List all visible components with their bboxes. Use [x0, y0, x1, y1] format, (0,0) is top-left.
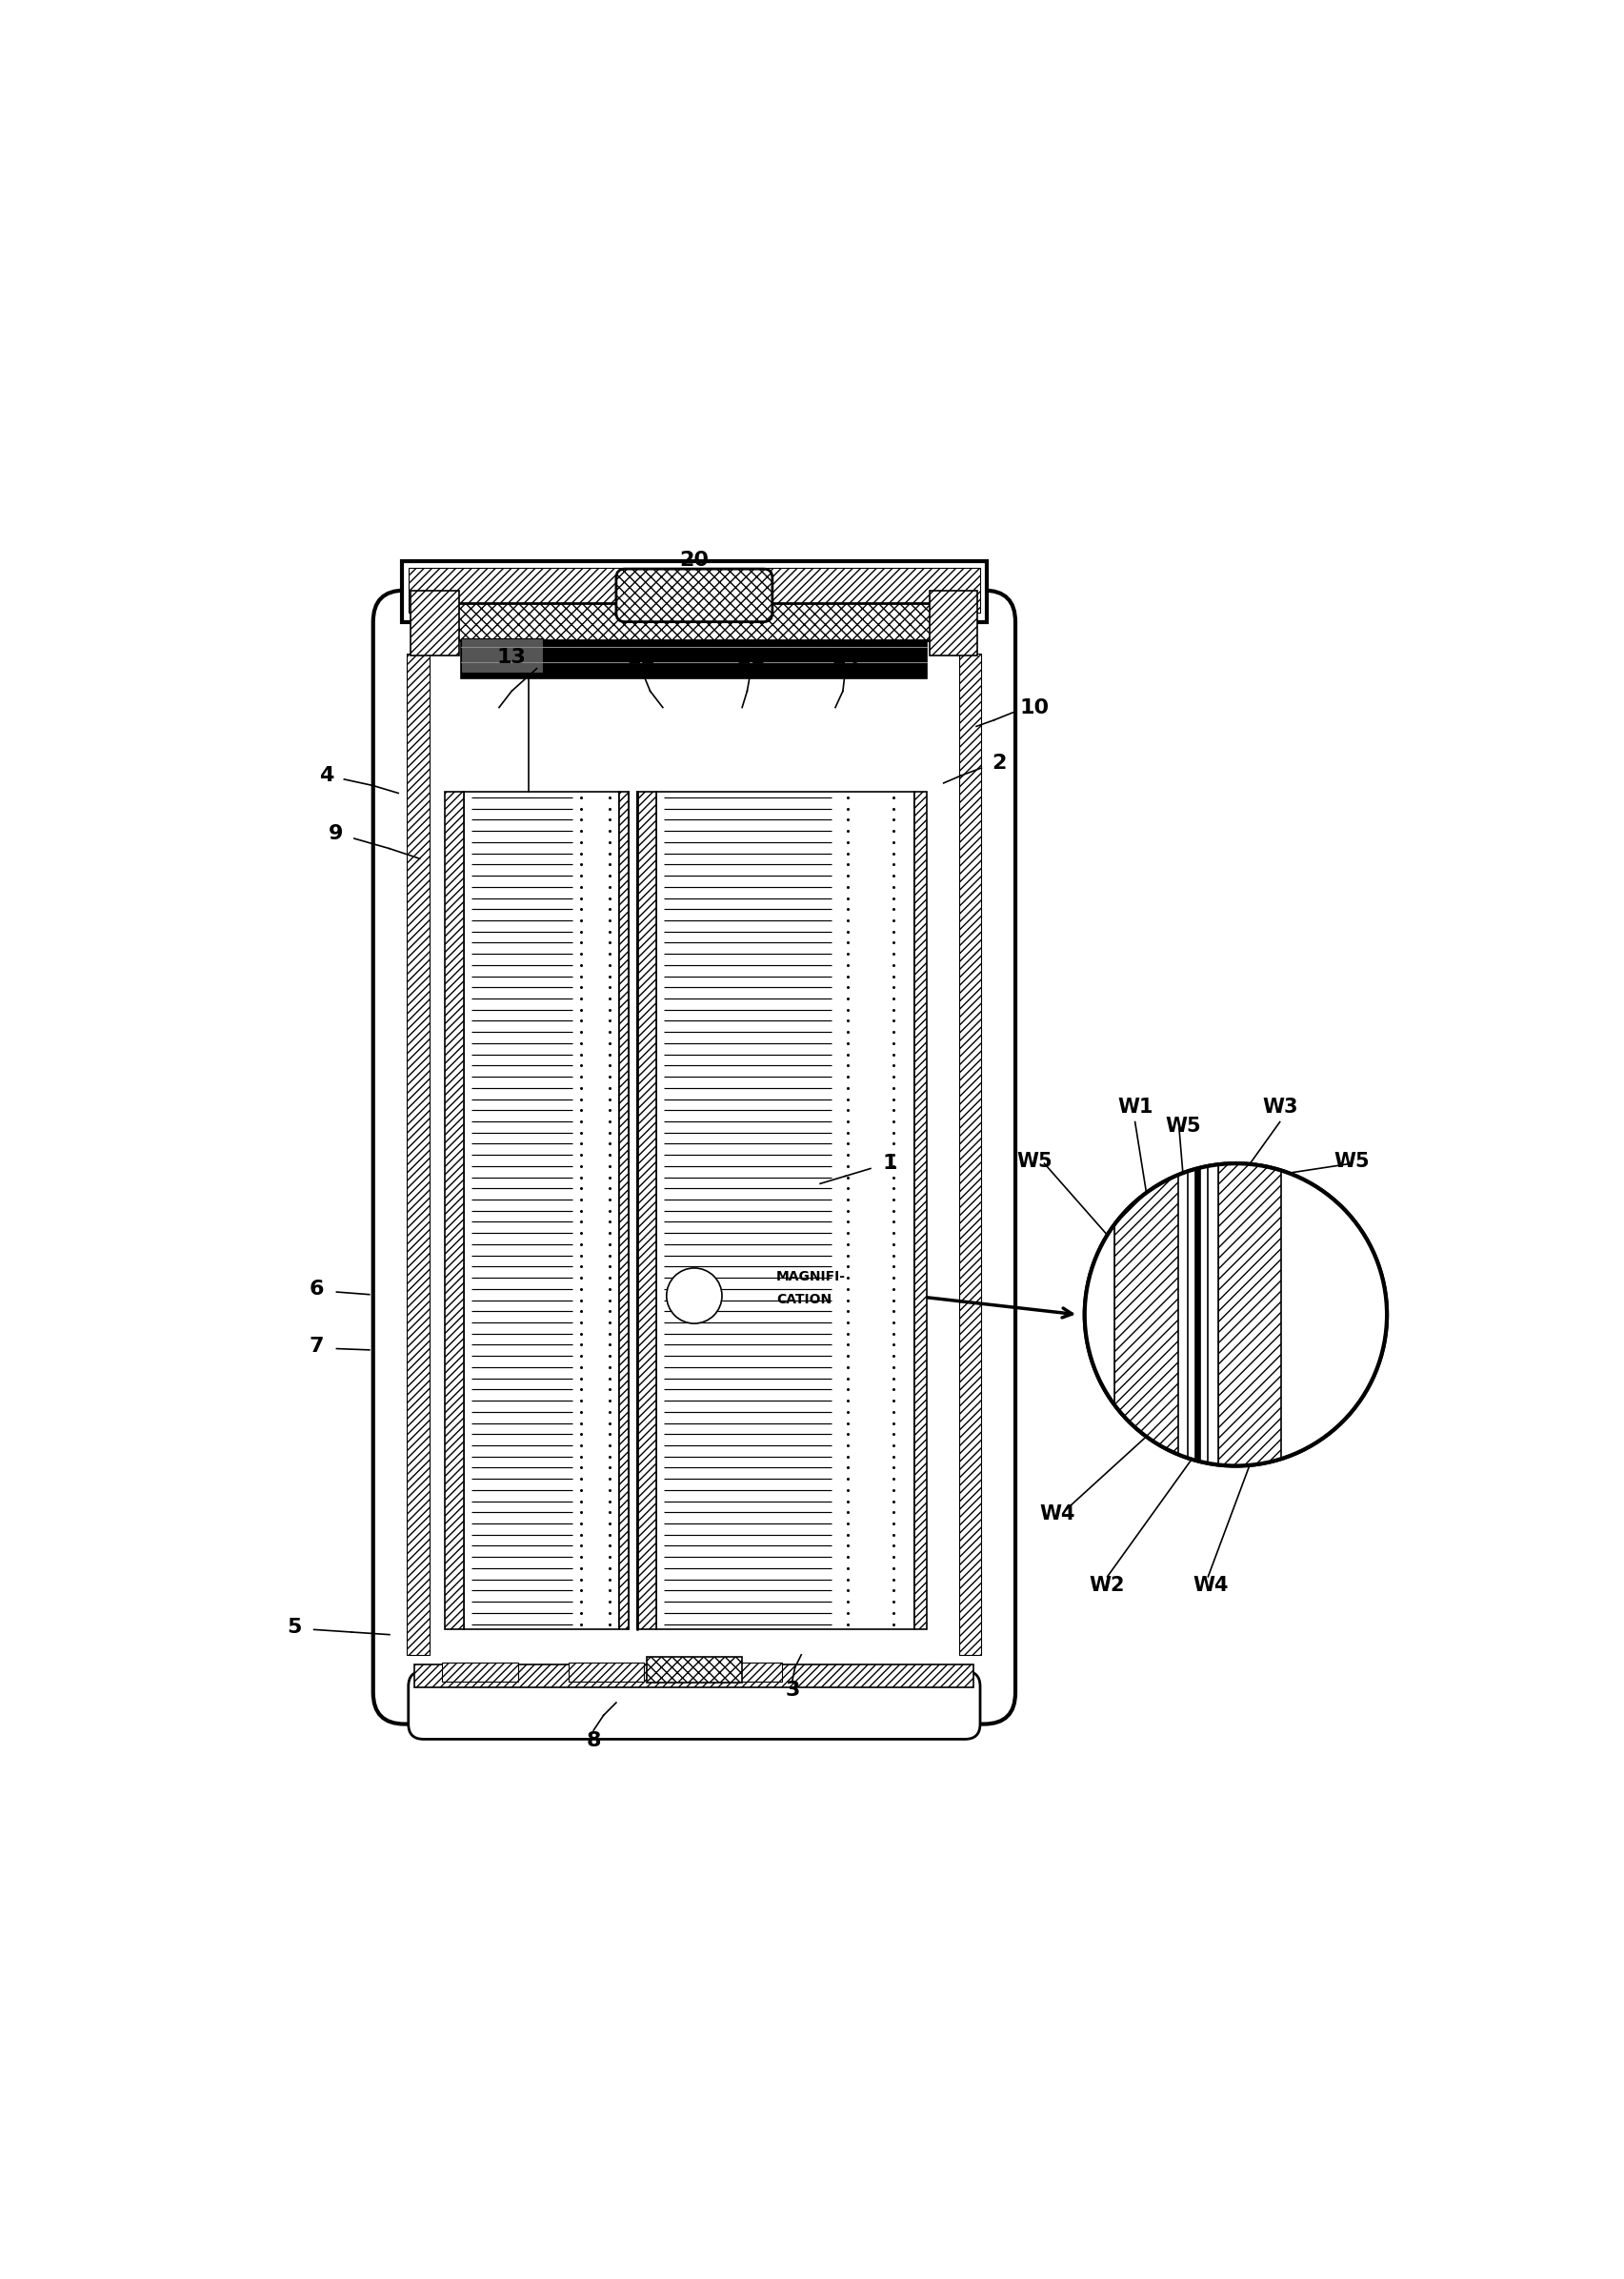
Bar [1218, 1126, 1280, 1504]
Bar [914, 791, 927, 1629]
Text: W4: W4 [1038, 1504, 1073, 1522]
Bar [1085, 1165, 1387, 1465]
Text: W3: W3 [1262, 1096, 1298, 1117]
Text: 5: 5 [286, 1618, 300, 1636]
Text: 4: 4 [318, 766, 333, 784]
Bar [401, 561, 986, 622]
Text: 2: 2 [991, 754, 1005, 773]
Bar [706, 1661, 783, 1682]
Bar [1114, 1126, 1177, 1504]
Text: W4: W4 [1192, 1577, 1228, 1595]
Bar [646, 1657, 742, 1682]
Text: 9: 9 [328, 825, 343, 843]
Bar [461, 638, 542, 672]
Text: 12: 12 [627, 647, 656, 668]
Circle shape [1085, 1165, 1387, 1465]
Bar [461, 634, 927, 679]
Bar [958, 654, 981, 1655]
Text: 7: 7 [309, 1335, 323, 1356]
Bar [1207, 1126, 1218, 1504]
Text: 10: 10 [1018, 697, 1049, 718]
Bar [637, 791, 656, 1629]
Bar [408, 654, 429, 1655]
Text: 8: 8 [586, 1732, 601, 1750]
Bar [1099, 1126, 1114, 1504]
Bar [619, 791, 628, 1629]
Bar [1280, 1126, 1296, 1504]
Text: 3: 3 [784, 1680, 799, 1700]
Bar [445, 791, 463, 1629]
Text: W5: W5 [1333, 1151, 1369, 1171]
Bar [1195, 1126, 1200, 1504]
Bar [568, 1661, 643, 1682]
Text: W1: W1 [1117, 1096, 1151, 1117]
Text: MAGNIFI-: MAGNIFI- [776, 1269, 844, 1283]
Text: 1: 1 [882, 1153, 896, 1174]
Bar [414, 1666, 973, 1686]
Bar [408, 567, 979, 613]
Bar [1177, 1126, 1187, 1504]
Bar [929, 590, 978, 656]
Text: W2: W2 [1088, 1577, 1124, 1595]
Circle shape [666, 1267, 721, 1324]
FancyBboxPatch shape [374, 590, 1015, 1723]
FancyBboxPatch shape [408, 1671, 979, 1739]
Text: 6: 6 [309, 1281, 323, 1299]
Bar [442, 1661, 518, 1682]
Text: CATION: CATION [776, 1292, 831, 1306]
Bar [1187, 1126, 1195, 1504]
Bar [463, 791, 619, 1629]
Bar [1200, 1126, 1207, 1504]
Bar [455, 604, 932, 640]
Text: W5: W5 [1015, 1151, 1052, 1171]
Bar [411, 590, 458, 656]
Bar [656, 791, 914, 1629]
FancyBboxPatch shape [615, 570, 771, 622]
Text: W5: W5 [1164, 1117, 1200, 1135]
Text: 11: 11 [736, 647, 765, 668]
Text: 14: 14 [830, 647, 859, 668]
Text: 13: 13 [497, 647, 526, 668]
Text: 20: 20 [679, 552, 708, 570]
